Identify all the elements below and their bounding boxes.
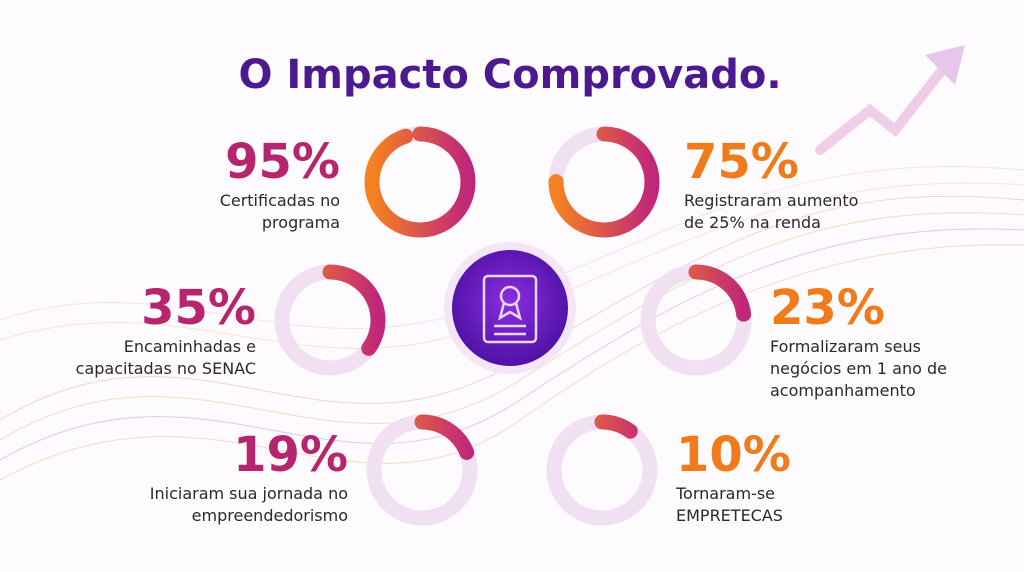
stat-description: Formalizaram seus xyxy=(770,337,921,356)
stat-percent: 10% xyxy=(676,427,791,483)
ring-progress xyxy=(274,264,386,376)
stat-percent: 19% xyxy=(233,427,348,483)
title: O Impacto Comprovado. xyxy=(238,52,781,98)
stat-description: acompanhamento xyxy=(770,381,916,400)
stat-item: 95%Certificadas no programa xyxy=(220,126,476,238)
center-icon xyxy=(444,242,576,374)
stat-item: 19%Iniciaram sua jornada no empreendedori… xyxy=(150,414,478,526)
stat-description: de 25% na renda xyxy=(684,213,821,232)
stat-description: Certificadas no xyxy=(220,191,340,210)
decorative-arrow xyxy=(815,45,965,155)
stat-percent: 75% xyxy=(684,134,799,190)
stat-description: Tornaram-se xyxy=(675,484,775,503)
stat-description: programa xyxy=(262,213,340,232)
ring-progress xyxy=(364,126,476,238)
ring-progress xyxy=(546,414,658,526)
stat-description: capacitadas no SENAC xyxy=(76,359,256,378)
stat-percent: 35% xyxy=(141,280,256,336)
ring-progress xyxy=(640,264,752,376)
stat-item: 35%Encaminhadas e capacitadas no SENAC xyxy=(76,264,386,378)
stat-description: empreendedorismo xyxy=(192,506,348,525)
stat-description: negócios em 1 ano de xyxy=(770,359,947,378)
stat-description: Iniciaram sua jornada no xyxy=(150,484,348,503)
stat-item: 10%Tornaram-se EMPRETECAS xyxy=(546,414,791,526)
ring-progress xyxy=(548,126,660,238)
stat-percent: 95% xyxy=(225,134,340,190)
ring-progress xyxy=(366,414,478,526)
stat-description: Encaminhadas e xyxy=(124,337,256,356)
stat-item: 23%Formalizaram seus negócios em 1 ano de… xyxy=(640,264,947,400)
stat-percent: 23% xyxy=(770,280,885,336)
stat-description: EMPRETECAS xyxy=(676,506,783,525)
stat-description: Registraram aumento xyxy=(684,191,858,210)
stat-item: 75%Registraram aumento de 25% na renda xyxy=(548,126,858,238)
